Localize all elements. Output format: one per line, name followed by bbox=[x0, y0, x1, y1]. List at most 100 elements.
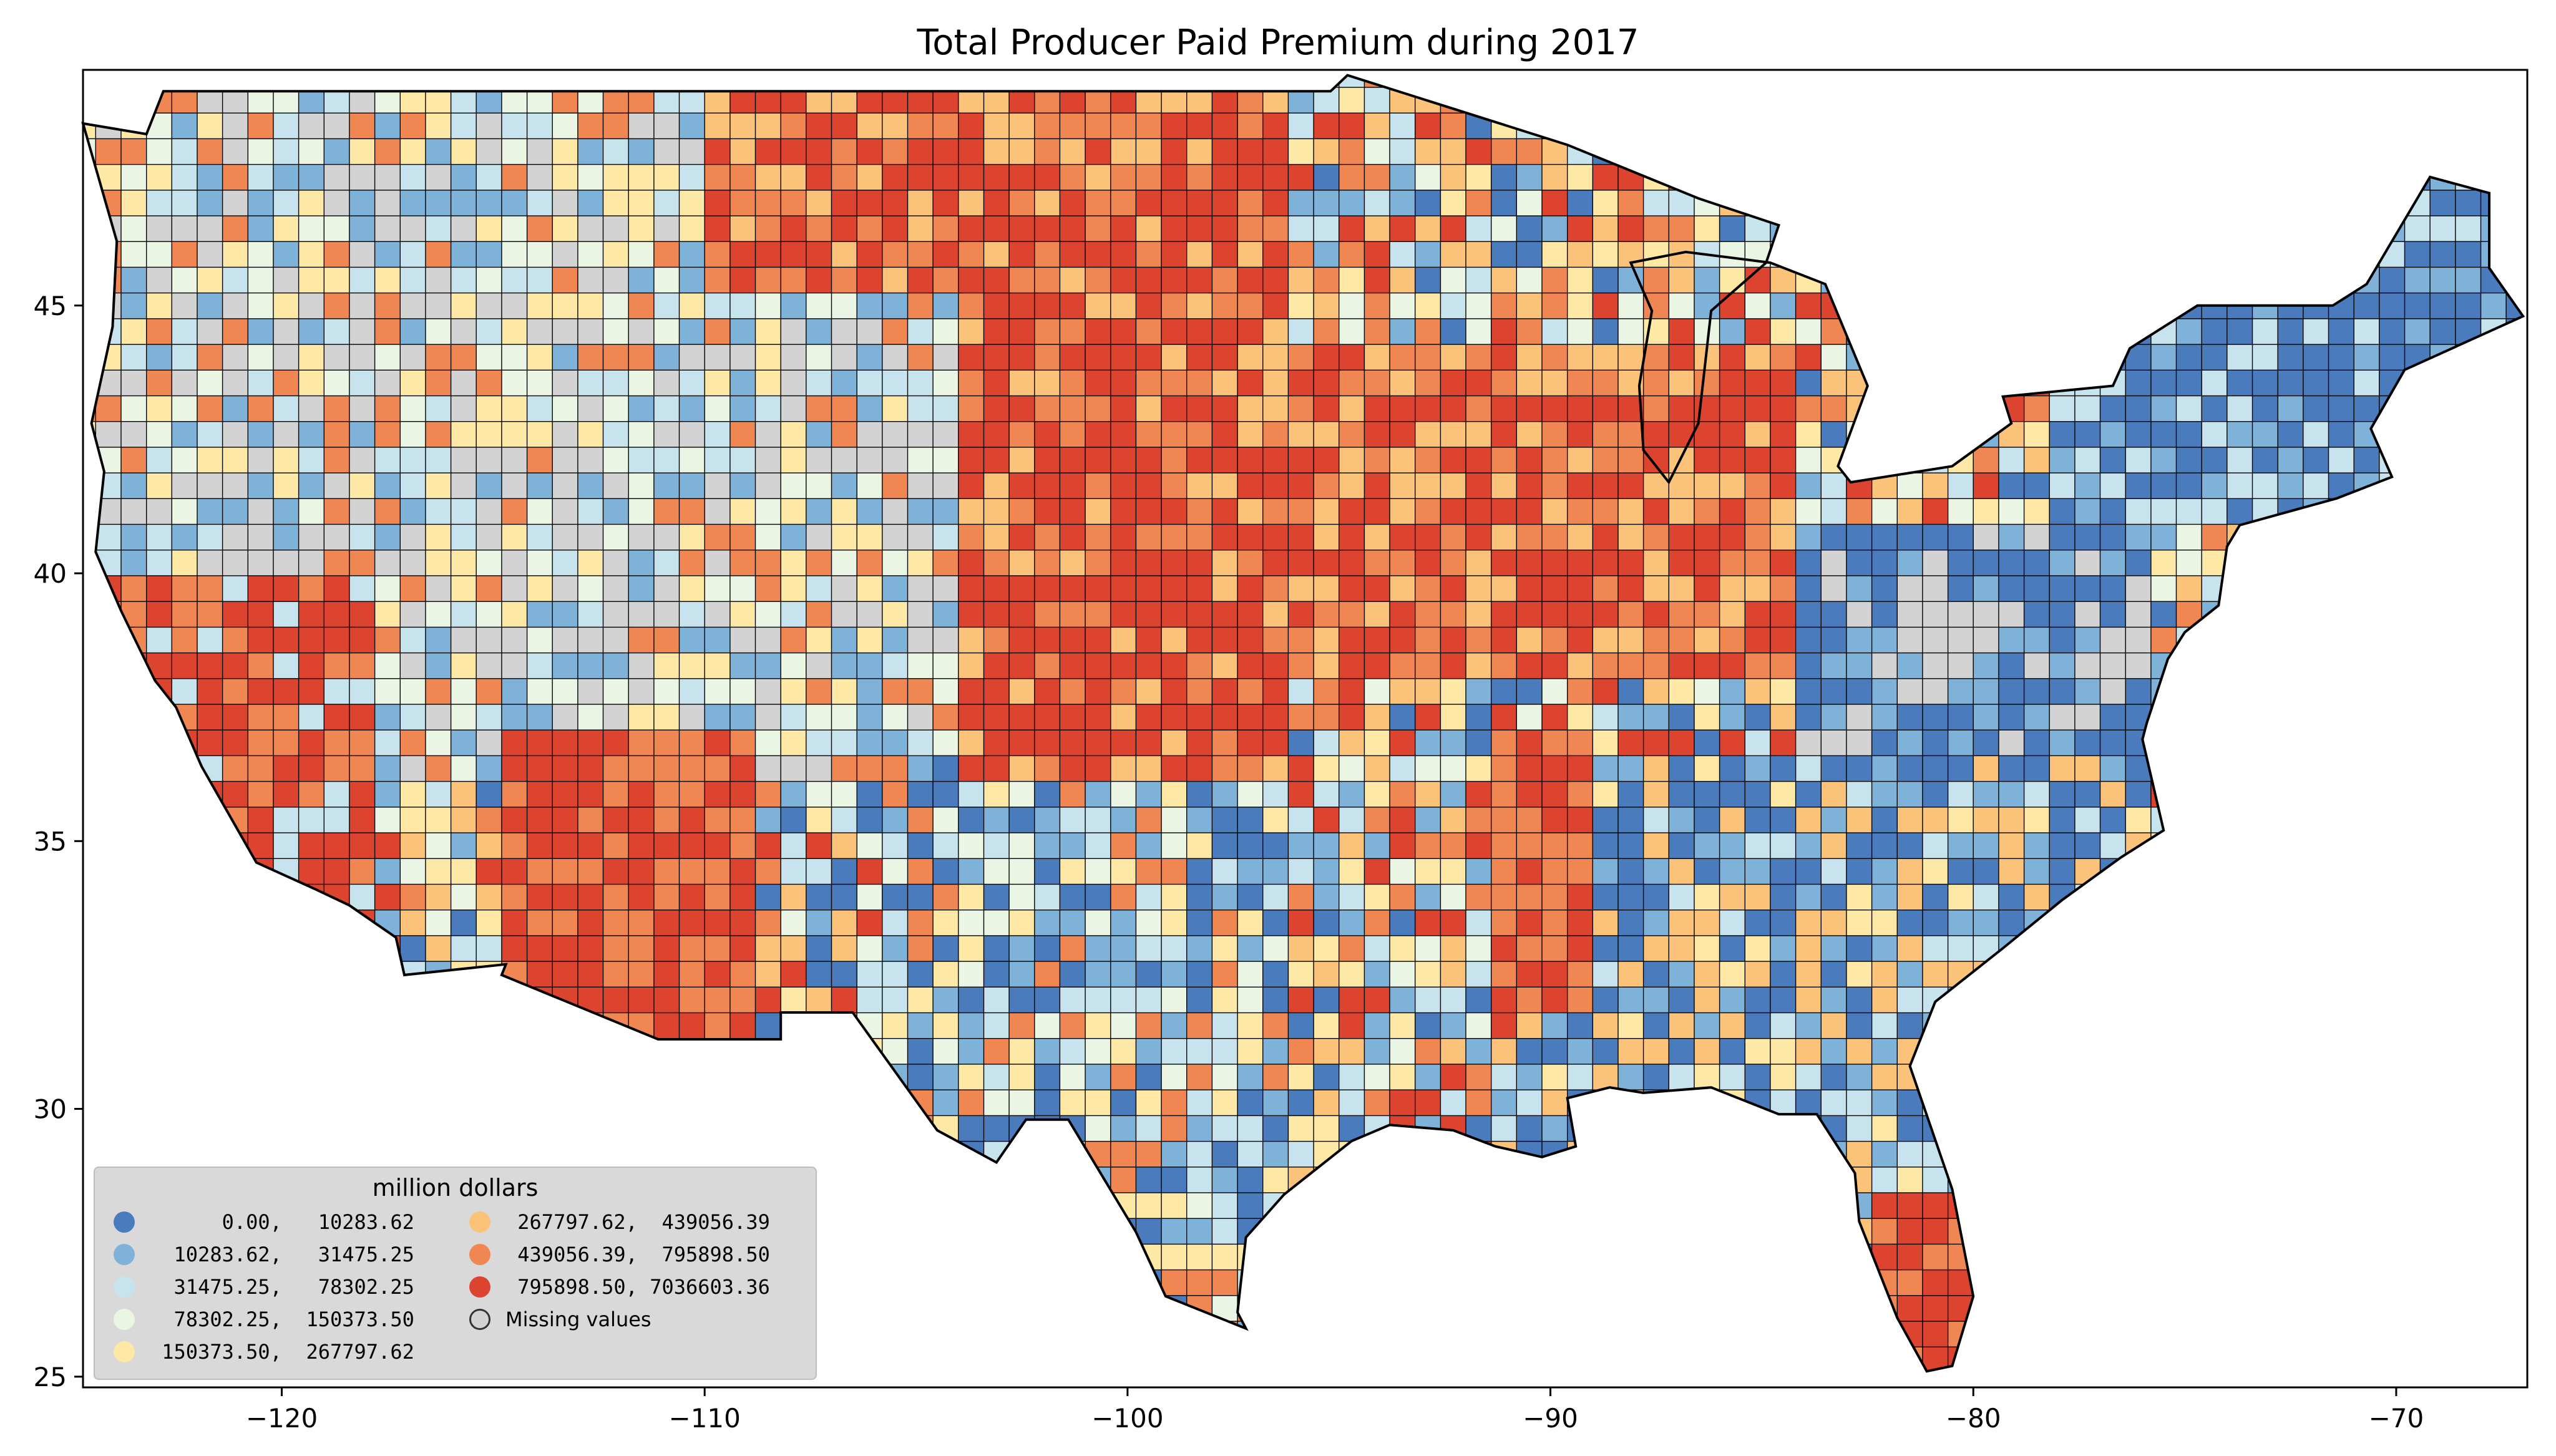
county-cell bbox=[2532, 1295, 2556, 1321]
county-cell bbox=[1846, 1320, 1873, 1347]
county-cell bbox=[298, 677, 325, 705]
county-cell bbox=[1135, 780, 1163, 808]
county-cell bbox=[780, 755, 807, 782]
county-cell bbox=[1896, 986, 1924, 1014]
county-cell bbox=[2251, 858, 2279, 885]
county-cell bbox=[171, 1012, 198, 1039]
county-cell bbox=[1719, 986, 1746, 1014]
county-cell bbox=[1287, 626, 1315, 654]
county-cell bbox=[2201, 1269, 2228, 1296]
county-cell bbox=[2404, 215, 2431, 242]
county-cell bbox=[273, 523, 300, 551]
county-cell bbox=[1414, 1012, 1441, 1039]
county-cell bbox=[1313, 1191, 1340, 1219]
county-cell bbox=[2150, 960, 2177, 988]
county-cell bbox=[2227, 343, 2253, 371]
county-cell bbox=[222, 677, 249, 705]
county-cell bbox=[171, 909, 198, 936]
county-cell bbox=[1186, 729, 1213, 757]
county-cell bbox=[399, 677, 427, 705]
county-cell bbox=[602, 112, 630, 140]
county-cell bbox=[476, 369, 503, 397]
county-cell bbox=[2099, 677, 2127, 705]
county-cell bbox=[1414, 883, 1441, 911]
county-cell bbox=[1998, 1166, 2025, 1193]
county-cell bbox=[1414, 498, 1441, 525]
county-cell bbox=[1389, 960, 1416, 988]
county-cell bbox=[1795, 420, 1822, 448]
county-cell bbox=[1490, 1320, 1518, 1347]
county-cell bbox=[374, 677, 401, 705]
county-cell bbox=[298, 703, 325, 730]
county-cell bbox=[2532, 524, 2556, 550]
county-cell bbox=[678, 395, 706, 422]
county-cell bbox=[1085, 163, 1111, 191]
county-cell bbox=[450, 1089, 477, 1117]
county-cell bbox=[1541, 1089, 1568, 1117]
county-cell bbox=[1110, 1269, 1137, 1296]
county-cell bbox=[1008, 369, 1035, 397]
county-cell bbox=[602, 446, 630, 473]
county-cell bbox=[349, 601, 376, 628]
county-cell bbox=[1110, 986, 1137, 1014]
county-cell bbox=[2049, 652, 2076, 679]
county-cell bbox=[1034, 934, 1061, 962]
county-cell bbox=[1161, 575, 1188, 602]
county-cell bbox=[678, 318, 706, 345]
county-cell bbox=[678, 1115, 706, 1142]
county-cell bbox=[1668, 1243, 1695, 1271]
county-cell bbox=[1338, 934, 1365, 962]
county-cell bbox=[501, 241, 528, 268]
county-cell bbox=[323, 266, 351, 294]
county-cell bbox=[2074, 1294, 2101, 1322]
county-cell bbox=[1135, 189, 1163, 216]
county-cell bbox=[1871, 858, 1898, 885]
county-cell bbox=[1744, 1063, 1772, 1090]
map-title: Total Producer Paid Premium during 2017 bbox=[917, 22, 1639, 63]
county-cell bbox=[2099, 806, 2127, 833]
county-cell bbox=[171, 1037, 198, 1065]
county-cell bbox=[1262, 601, 1289, 628]
county-cell bbox=[780, 292, 807, 319]
county-cell bbox=[907, 266, 934, 294]
county-cell bbox=[2404, 729, 2431, 757]
county-cell bbox=[425, 986, 452, 1014]
county-cell bbox=[1719, 1140, 1746, 1168]
county-cell bbox=[2125, 395, 2152, 422]
county-cell bbox=[120, 1037, 147, 1065]
county-cell bbox=[399, 549, 427, 576]
county-cell bbox=[247, 369, 275, 397]
county-cell bbox=[1313, 163, 1340, 191]
county-cell bbox=[120, 755, 147, 782]
county-cell bbox=[907, 780, 934, 808]
county-cell bbox=[882, 1217, 909, 1245]
county-cell bbox=[1034, 523, 1061, 551]
county-cell bbox=[932, 369, 959, 397]
county-cell bbox=[2227, 703, 2253, 730]
county-cell bbox=[2303, 1320, 2329, 1347]
county-cell bbox=[831, 215, 858, 242]
county-cell bbox=[1211, 832, 1239, 859]
county-cell bbox=[1744, 292, 1772, 319]
county-cell bbox=[2429, 138, 2457, 165]
county-cell bbox=[399, 729, 427, 757]
county-cell bbox=[2353, 1217, 2381, 1245]
county-cell bbox=[1313, 138, 1340, 165]
county-cell bbox=[983, 780, 1010, 808]
county-cell bbox=[2201, 1243, 2228, 1271]
county-cell bbox=[2074, 934, 2101, 962]
county-cell bbox=[298, 189, 325, 216]
county-cell bbox=[602, 420, 630, 448]
county-cell bbox=[222, 1012, 249, 1039]
county-cell bbox=[1211, 1115, 1239, 1142]
county-cell bbox=[780, 960, 807, 988]
county-cell bbox=[2150, 703, 2177, 730]
county-cell bbox=[2150, 858, 2177, 885]
county-cell bbox=[2150, 1191, 2177, 1219]
county-cell bbox=[1237, 575, 1264, 602]
county-cell bbox=[1566, 806, 1594, 833]
county-cell bbox=[2379, 420, 2406, 448]
county-cell bbox=[1110, 1294, 1137, 1322]
county-cell bbox=[1161, 909, 1188, 936]
county-cell bbox=[425, 343, 452, 371]
